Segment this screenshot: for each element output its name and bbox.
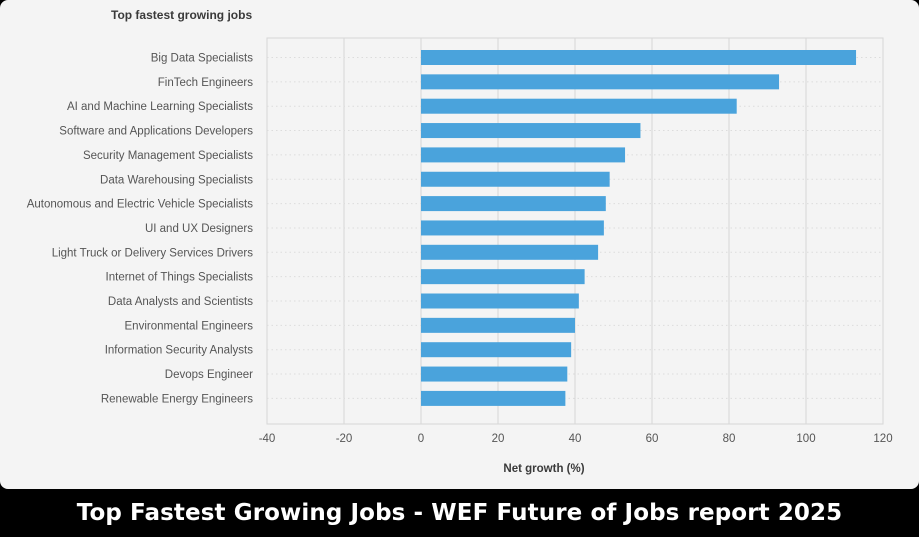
bar: [421, 366, 568, 382]
x-tick-label: 20: [492, 433, 505, 445]
x-tick-label: 100: [796, 433, 815, 445]
x-axis-label: Net growth (%): [503, 463, 584, 475]
category-label: Renewable Energy Engineers: [101, 393, 253, 405]
category-label: Internet of Things Specialists: [106, 272, 254, 284]
bar: [421, 269, 585, 285]
bar: [421, 317, 575, 333]
category-label: AI and Machine Learning Specialists: [67, 101, 253, 113]
bar: [421, 50, 857, 65]
bar: [421, 196, 606, 212]
category-label: Security Management Specialists: [83, 150, 253, 162]
category-label: Data Analysts and Scientists: [108, 296, 253, 308]
category-label: Big Data Specialists: [151, 53, 254, 65]
bar-chart: Big Data Specialists FinTech Engineers AI …: [27, 37, 893, 475]
category-label: Data Warehousing Specialists: [100, 174, 253, 186]
x-tick-label: 120: [873, 433, 892, 445]
x-tick-label: 0: [418, 433, 424, 445]
x-tick-label: 80: [723, 433, 736, 445]
category-label: Light Truck or Delivery Services Drivers: [52, 247, 254, 259]
bar: [421, 147, 626, 163]
bar: [421, 220, 604, 236]
category-label: Software and Applications Developers: [59, 126, 253, 138]
caption: Top Fastest Growing Jobs - WEF Future of…: [76, 500, 843, 526]
bar: [421, 74, 780, 90]
x-tick-label: 40: [569, 433, 582, 445]
x-tick-label: 60: [646, 433, 659, 445]
chart-title: Top fastest growing jobs: [111, 8, 253, 22]
category-label: UI and UX Designers: [145, 223, 253, 235]
bar: [421, 342, 572, 358]
chart-card: Top fastest growing jobs Big Data Specia…: [0, 0, 919, 489]
bar: [421, 123, 641, 139]
category-label: Environmental Engineers: [125, 320, 254, 332]
category-label: Autonomous and Electric Vehicle Speciali…: [27, 199, 254, 211]
bar: [421, 244, 599, 260]
x-tick-label: -20: [336, 433, 353, 445]
bar: [421, 171, 610, 187]
bar: [421, 98, 737, 114]
category-label: FinTech Engineers: [158, 77, 253, 89]
category-label: Devops Engineer: [165, 369, 253, 381]
x-tick-label: -40: [259, 433, 276, 445]
bar: [421, 390, 566, 406]
category-label: Information Security Analysts: [105, 345, 254, 357]
bar: [421, 293, 579, 309]
